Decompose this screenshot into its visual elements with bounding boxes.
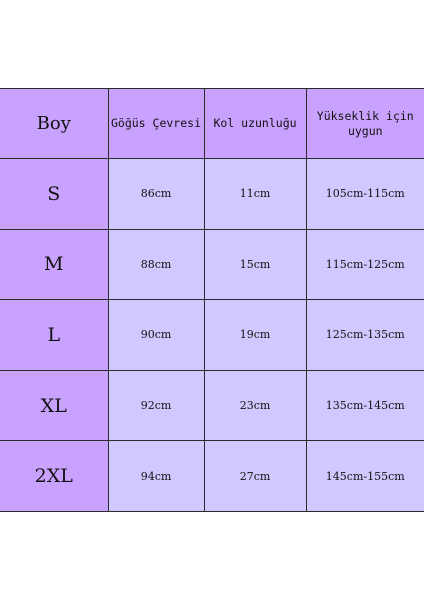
size-cell: L xyxy=(0,299,109,371)
chest-cell: 86cm xyxy=(107,158,205,230)
chest-cell: 90cm xyxy=(107,299,205,371)
header-size: Boy xyxy=(0,88,109,159)
chest-cell: 92cm xyxy=(107,369,205,442)
height-cell: 105cm-115cm xyxy=(305,158,424,230)
chest-cell: 88cm xyxy=(107,228,205,301)
height-cell: 115cm-125cm xyxy=(305,228,424,301)
sleeve-cell: 23cm xyxy=(203,369,307,442)
table-row: M 88cm 15cm 115cm-125cm xyxy=(0,228,424,301)
sleeve-cell: 27cm xyxy=(203,440,307,512)
table-row: L 90cm 19cm 125cm-135cm xyxy=(0,299,424,371)
chest-cell: 94cm xyxy=(107,440,205,512)
sleeve-cell: 15cm xyxy=(203,228,307,301)
table-row: XL 92cm 23cm 135cm-145cm xyxy=(0,369,424,442)
size-cell: XL xyxy=(0,369,109,442)
sleeve-cell: 19cm xyxy=(203,299,307,371)
table-row: S 86cm 11cm 105cm-115cm xyxy=(0,158,424,230)
header-chest: Göğüs Çevresi xyxy=(107,88,205,159)
sleeve-cell: 11cm xyxy=(203,158,307,230)
size-chart-table: Boy Göğüs Çevresi Kol uzunluğu Yükseklik… xyxy=(0,88,424,512)
size-cell: S xyxy=(0,158,109,230)
height-cell: 145cm-155cm xyxy=(305,440,424,512)
size-cell: M xyxy=(0,228,109,301)
height-cell: 135cm-145cm xyxy=(305,369,424,442)
height-cell: 125cm-135cm xyxy=(305,299,424,371)
header-height: Yükseklik için uygun xyxy=(305,88,424,159)
table-row: 2XL 94cm 27cm 145cm-155cm xyxy=(0,440,424,512)
size-cell: 2XL xyxy=(0,440,109,512)
header-sleeve: Kol uzunluğu xyxy=(203,88,307,159)
header-row: Boy Göğüs Çevresi Kol uzunluğu Yükseklik… xyxy=(0,88,424,159)
